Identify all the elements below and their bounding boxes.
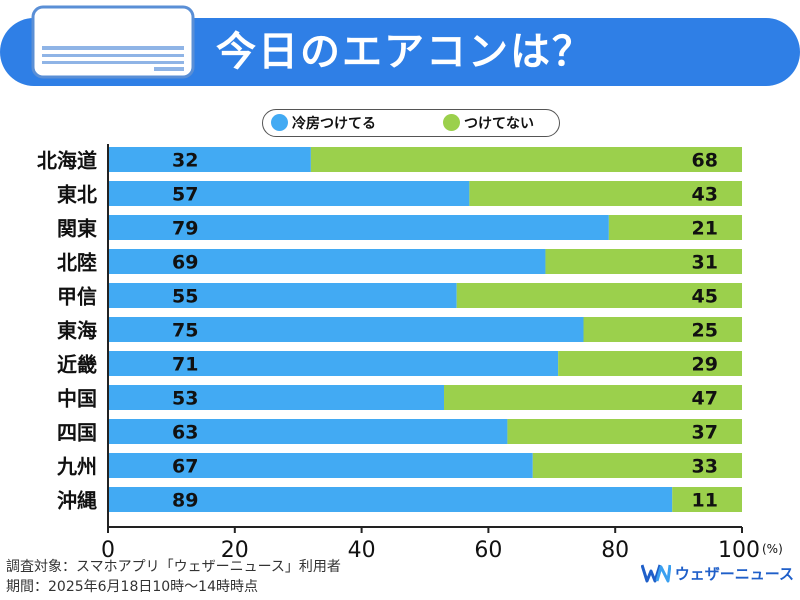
data-label-on: 32 — [172, 150, 198, 172]
data-label-on: 69 — [172, 252, 198, 274]
bar-off — [456, 283, 742, 308]
data-label-off: 68 — [692, 150, 718, 172]
category-label: 関東 — [57, 217, 97, 241]
category-label: 東海 — [57, 319, 97, 343]
bar-off — [469, 181, 742, 206]
data-label-off: 25 — [692, 320, 718, 342]
category-label: 中国 — [57, 387, 97, 411]
data-label-off: 11 — [692, 490, 718, 512]
survey-target-note: 調査対象：スマホアプリ「ウェザーニュース」利用者 — [6, 559, 341, 575]
legend-label-off: つけてない — [464, 115, 534, 132]
data-label-on: 75 — [172, 320, 198, 342]
bar-off — [507, 419, 742, 444]
data-label-on: 71 — [172, 354, 198, 376]
category-label: 沖縄 — [57, 489, 97, 513]
bar-on — [108, 351, 559, 376]
legend-item-off: つけてない — [443, 110, 534, 135]
data-label-off: 37 — [692, 422, 718, 444]
data-label-on: 55 — [172, 286, 198, 308]
survey-period-note: 期間：2025年6月18日10時〜14時時点 — [6, 579, 258, 595]
data-label-on: 67 — [172, 456, 198, 478]
bar-on — [108, 487, 673, 512]
x-tick-label: 100 — [718, 538, 760, 560]
category-label: 四国 — [57, 421, 97, 445]
bar-off — [444, 385, 742, 410]
data-label-off: 29 — [692, 354, 718, 376]
data-label-off: 45 — [692, 286, 718, 308]
legend: 冷房つけてる つけてない — [262, 109, 560, 137]
data-label-off: 31 — [692, 252, 718, 274]
data-label-off: 47 — [692, 388, 718, 410]
bar-off — [583, 317, 742, 342]
air-conditioner-icon — [31, 5, 195, 79]
bar-on — [108, 385, 445, 410]
x-tick-label: 60 — [474, 538, 502, 560]
category-label: 北陸 — [57, 251, 97, 275]
legend-swatch-on — [271, 114, 288, 131]
brand-name: ウェザーニュース — [674, 564, 794, 583]
x-tick-label: 40 — [348, 538, 376, 560]
bar-off — [545, 249, 742, 274]
category-label: 東北 — [57, 183, 97, 207]
bar-off — [310, 147, 742, 172]
x-tick-label: 80 — [601, 538, 629, 560]
bar-on — [108, 453, 533, 478]
x-tick-label: 20 — [221, 538, 249, 560]
data-label-on: 57 — [172, 184, 198, 206]
x-tick-label: 0 — [101, 538, 115, 560]
category-label: 北海道 — [37, 149, 97, 173]
brand-logo: ウェザーニュース — [640, 562, 794, 584]
data-label-off: 21 — [692, 218, 718, 240]
weathernews-logo-icon — [640, 564, 671, 583]
legend-swatch-off — [443, 114, 460, 131]
bar-on — [108, 283, 457, 308]
bar-off — [532, 453, 742, 478]
bar-off — [608, 215, 742, 240]
bar-on — [108, 249, 546, 274]
data-label-off: 33 — [692, 456, 718, 478]
category-label: 甲信 — [57, 285, 97, 309]
bar-on — [108, 317, 584, 342]
legend-item-on: 冷房つけてる — [271, 110, 376, 135]
bar-off — [672, 487, 742, 512]
stacked-bar-chart: 北海道 32 68 東北 57 43 関東 79 21 北陸 69 31 甲信 55 45 東海 75 25 近畿 7… — [37, 144, 783, 560]
bar-on — [108, 215, 609, 240]
data-label-on: 79 — [172, 218, 198, 240]
bar-on — [108, 147, 311, 172]
data-label-on: 53 — [172, 388, 198, 410]
bar-off — [558, 351, 742, 376]
page-title: 今日のエアコンは？ — [216, 29, 594, 75]
data-label-on: 63 — [172, 422, 198, 444]
bar-on — [108, 181, 470, 206]
bar-on — [108, 419, 508, 444]
category-label: 近畿 — [57, 353, 97, 377]
data-label-off: 43 — [692, 184, 718, 206]
category-label: 九州 — [56, 455, 97, 479]
data-label-on: 89 — [172, 490, 198, 512]
x-axis-unit: (%) — [762, 542, 783, 556]
legend-label-on: 冷房つけてる — [292, 115, 376, 132]
